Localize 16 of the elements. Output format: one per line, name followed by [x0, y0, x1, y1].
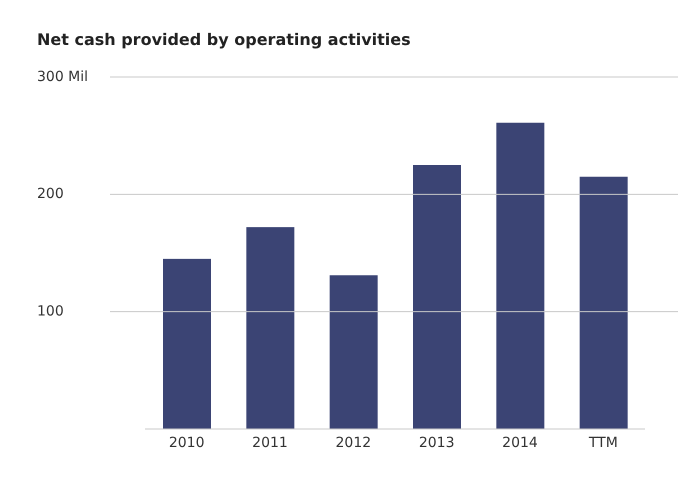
bar [330, 275, 378, 429]
chart-title: Net cash provided by operating activities [37, 30, 412, 49]
x-tick-label: 2011 [252, 434, 288, 451]
x-tick-label: 2014 [502, 434, 538, 451]
bar [413, 165, 461, 429]
y-tick-label: 300 Mil [37, 68, 88, 85]
x-tick-label: 2013 [418, 434, 454, 451]
x-tick-label: 2010 [168, 434, 204, 451]
y-tick-label: 200 [37, 186, 64, 202]
x-tick-label: TTM [588, 434, 618, 451]
y-tick-label: 100 [37, 303, 64, 320]
bar [246, 227, 294, 429]
bar [496, 122, 544, 429]
bar [580, 176, 628, 429]
bar [163, 258, 211, 429]
x-tick-label: 2012 [336, 434, 372, 451]
